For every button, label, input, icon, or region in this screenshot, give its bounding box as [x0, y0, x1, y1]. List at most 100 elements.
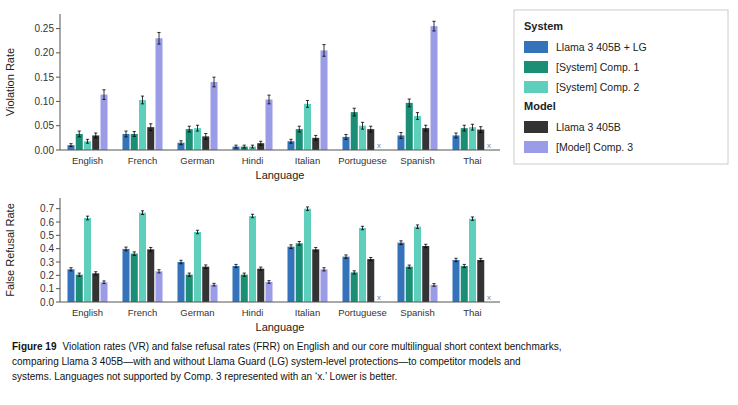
bar [304, 209, 311, 302]
plot-marks [67, 207, 484, 302]
bar [469, 219, 476, 302]
bar [265, 282, 272, 302]
legend-label: [Model] Comp. 3 [556, 141, 633, 153]
chart-root: xx0.000.050.100.150.200.25EnglishFrenchG… [0, 0, 738, 405]
error-bar [416, 113, 419, 120]
series [100, 268, 437, 302]
series [76, 241, 468, 302]
bar [202, 267, 209, 302]
x-tick-label: French [128, 307, 158, 318]
x-tick-label: Thai [463, 155, 481, 166]
x-axis-label: Language [256, 321, 305, 333]
caption-title: Figure 19 [12, 341, 57, 352]
error-bar [94, 272, 97, 275]
bar [257, 269, 264, 302]
error-bar [179, 260, 182, 263]
bar [194, 232, 201, 302]
error-bar [314, 135, 317, 140]
bar [186, 275, 193, 302]
bar [312, 249, 319, 302]
error-bar [124, 247, 127, 251]
error-bar [196, 125, 199, 131]
y-tick [56, 28, 60, 29]
bar [304, 104, 311, 150]
error-bar [424, 125, 427, 131]
error-bar [133, 132, 136, 137]
bar [406, 103, 413, 150]
error-bar [361, 226, 364, 229]
error-bar [157, 270, 160, 273]
bar [351, 112, 358, 150]
y-tick [56, 208, 60, 209]
series [67, 131, 459, 150]
error-bar [408, 99, 411, 107]
missing-marker: x [377, 293, 381, 302]
error-bar [424, 244, 427, 247]
series [100, 21, 437, 150]
error-bar [353, 108, 356, 116]
caption-line: systems. Languages not supported by Comp… [12, 371, 397, 382]
bar [452, 260, 459, 302]
bar [155, 38, 162, 150]
error-bar [322, 268, 325, 271]
bar [422, 246, 429, 302]
error-bar [259, 267, 262, 270]
error-bar [369, 257, 372, 260]
error-bar [416, 225, 419, 228]
error-bar [471, 124, 474, 130]
x-tick-label: Portuguese [338, 155, 387, 166]
series [92, 244, 484, 302]
x-tick-label: Italian [295, 155, 320, 166]
error-bar [289, 245, 292, 249]
error-bar [141, 211, 144, 215]
error-bar [454, 258, 457, 261]
error-bar [179, 141, 182, 145]
error-bar [361, 122, 364, 129]
missing-marker: x [377, 141, 381, 150]
error-bar [69, 268, 72, 271]
bar [210, 82, 217, 150]
y-tick [56, 288, 60, 289]
error-bar [78, 273, 81, 276]
bar [265, 99, 272, 150]
bar [430, 26, 437, 150]
bar [84, 218, 91, 302]
bar [351, 272, 358, 302]
bar [76, 275, 83, 302]
error-bar [463, 125, 466, 131]
bar [469, 127, 476, 150]
y-tick-label: 0.6 [40, 217, 54, 228]
x-tick-label: Spanish [400, 155, 434, 166]
error-bar [188, 126, 191, 132]
error-bar [251, 145, 254, 148]
error-bar [86, 216, 89, 220]
error-bar [408, 265, 411, 268]
error-bar [479, 258, 482, 261]
bar [414, 227, 421, 302]
bar [131, 254, 138, 302]
error-bar [196, 230, 199, 233]
bar [67, 269, 74, 302]
error-bar [133, 252, 136, 255]
bar [461, 266, 468, 302]
bar [477, 260, 484, 302]
x-tick-label: German [180, 307, 214, 318]
bar [100, 282, 107, 302]
legend-group-title: System [524, 20, 563, 32]
y-tick [56, 302, 60, 303]
error-bar [234, 145, 237, 148]
error-bar [399, 241, 402, 245]
series [84, 96, 476, 150]
x-axis-line [60, 150, 500, 151]
bar [430, 285, 437, 302]
series [76, 99, 468, 150]
bar [232, 266, 239, 302]
error-bar [234, 264, 237, 267]
y-tick-label: 0.1 [40, 283, 54, 294]
x-tick-label: Portuguese [338, 307, 387, 318]
x-tick-label: Hindi [242, 155, 264, 166]
error-bar [86, 139, 89, 143]
bar [296, 243, 303, 302]
y-axis-label: Violation Rate [4, 48, 16, 116]
series [84, 207, 476, 302]
